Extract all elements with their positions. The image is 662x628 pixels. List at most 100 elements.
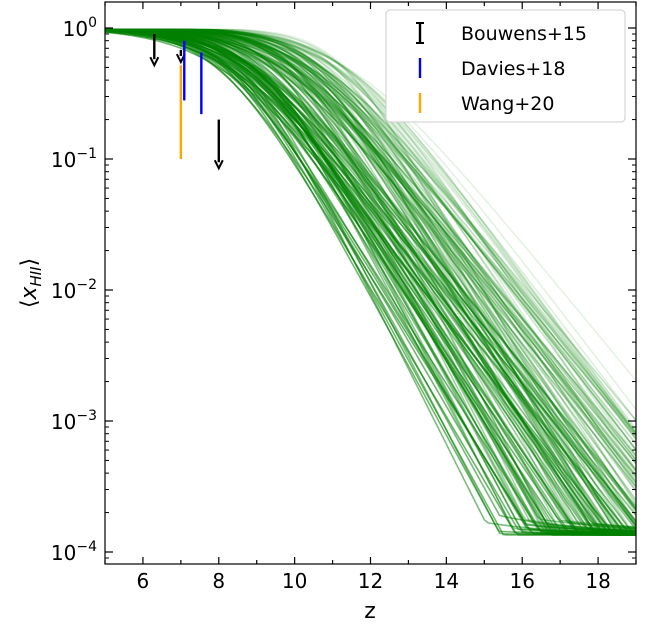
model-curve: [105, 28, 636, 435]
legend-entry-label: Wang+20: [461, 93, 554, 115]
model-curve: [105, 28, 636, 441]
model-curve: [105, 28, 636, 523]
y-tick-label: 10−2: [51, 277, 97, 303]
model-curve: [105, 28, 636, 528]
model-curve: [105, 28, 636, 530]
model-curve: [105, 28, 636, 472]
model-curve: [105, 28, 636, 526]
model-curve: [105, 29, 636, 536]
model-curve: [105, 28, 636, 535]
x-tick-label: 12: [358, 569, 383, 593]
model-curve: [105, 28, 636, 430]
x-axis: 6 8 10 12 14 16 18: [104, 2, 637, 593]
model-curve: [105, 28, 636, 536]
model-curve: [105, 29, 636, 536]
model-curve: [105, 28, 636, 525]
model-curve: [105, 28, 636, 535]
model-curve: [105, 28, 636, 470]
model-curve: [105, 28, 636, 445]
model-curve: [105, 28, 636, 536]
model-curve: [105, 28, 636, 534]
model-curve: [105, 28, 636, 435]
model-curve: [105, 28, 636, 536]
model-curve: [105, 28, 636, 472]
model-curve: [105, 28, 636, 464]
model-curve: [105, 28, 636, 505]
model-curve: [105, 28, 636, 534]
x-axis-label: z: [364, 599, 376, 624]
model-curve: [105, 28, 636, 492]
y-tick-label: 10−4: [51, 539, 97, 565]
model-curve: [105, 28, 636, 527]
model-curve: [105, 28, 636, 462]
model-curve: [105, 28, 636, 432]
legend-frame: [385, 9, 626, 123]
model-curve: [105, 28, 636, 437]
model-curve: [105, 28, 636, 535]
upper-limit-arrow: [213, 159, 224, 171]
model-curve: [105, 28, 636, 476]
model-curve: [105, 28, 636, 533]
model-curve: [105, 28, 636, 457]
model-curve: [105, 28, 636, 536]
model-curve: [105, 28, 636, 536]
y-axis: 100 10−1 10−2 10−3 10−4: [51, 15, 636, 565]
model-curve: [105, 31, 636, 535]
model-curve: [105, 28, 636, 535]
model-curve: [105, 28, 636, 459]
observation-markers: [149, 33, 224, 171]
x-tick-label: 18: [585, 569, 610, 593]
model-curve: [105, 28, 636, 451]
model-curve: [105, 28, 636, 533]
model-curve: [105, 28, 636, 534]
model-curve: [105, 28, 636, 535]
x-tick-label: 16: [509, 569, 534, 593]
model-curve: [105, 28, 636, 509]
model-curve: [105, 28, 636, 534]
model-curve: [105, 29, 636, 529]
upper-limit-arrow: [149, 56, 160, 68]
model-curve: [105, 28, 636, 534]
model-curve: [105, 28, 636, 536]
model-curve: [105, 28, 636, 515]
model-curve: [105, 30, 636, 535]
model-curve: [105, 28, 636, 433]
model-curve: [105, 28, 636, 536]
model-curve: [105, 28, 636, 532]
model-curve: [105, 28, 636, 457]
model-curve: [105, 28, 636, 534]
legend-entry-label: Davies+18: [461, 58, 565, 80]
model-curve: [105, 28, 636, 488]
model-curve: [105, 28, 636, 439]
model-curve: [105, 28, 636, 437]
model-curve: [105, 28, 636, 465]
model-curve: [105, 28, 636, 440]
model-curve: [105, 28, 636, 421]
model-curve: [105, 28, 636, 501]
model-curve: [105, 28, 636, 531]
model-curve: [105, 28, 636, 536]
model-curve: [105, 28, 636, 481]
model-curve: [105, 28, 636, 486]
model-curve: [105, 28, 636, 536]
model-curve: [105, 28, 636, 492]
model-curve: [105, 28, 636, 532]
x-tick-label: 10: [282, 569, 307, 593]
model-curve: [105, 28, 636, 382]
x-tick-label: 6: [137, 569, 150, 593]
model-curve: [105, 28, 636, 533]
model-curve: [105, 28, 636, 451]
model-curve: [105, 28, 636, 437]
x-tick-label: 14: [434, 569, 459, 593]
y-tick-label: 10−3: [51, 408, 97, 434]
model-curve: [105, 28, 636, 422]
model-curve: [105, 28, 636, 536]
model-curve: [105, 28, 636, 410]
model-curve: [105, 28, 636, 533]
model-curve: [105, 28, 636, 535]
model-curve: [105, 28, 636, 535]
model-curve: [105, 29, 636, 510]
model-curve: [105, 28, 636, 536]
model-curve: [105, 28, 636, 536]
